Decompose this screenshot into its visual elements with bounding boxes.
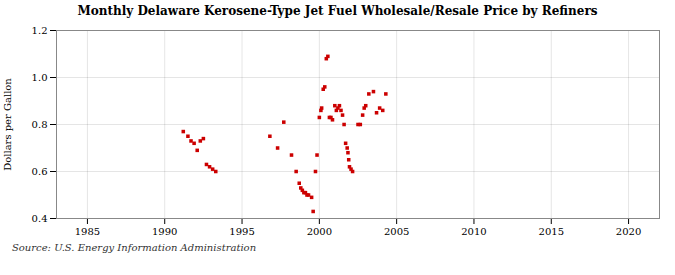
svg-text:Dollars per Gallon: Dollars per Gallon — [2, 78, 13, 171]
svg-text:1985: 1985 — [75, 226, 100, 237]
svg-text:0.8: 0.8 — [32, 119, 48, 130]
svg-text:2020: 2020 — [616, 226, 641, 237]
svg-text:2000: 2000 — [307, 226, 332, 237]
svg-text:0.6: 0.6 — [32, 166, 48, 177]
svg-text:1990: 1990 — [152, 226, 177, 237]
svg-text:2015: 2015 — [539, 226, 564, 237]
svg-text:2010: 2010 — [461, 226, 486, 237]
svg-text:1.2: 1.2 — [32, 25, 48, 36]
svg-text:1995: 1995 — [229, 226, 254, 237]
svg-text:2005: 2005 — [384, 226, 409, 237]
svg-text:1.0: 1.0 — [32, 72, 48, 83]
html-text:Source: U.S. Energy Informatio: Source: U.S. Energy Information Administ… — [12, 242, 257, 253]
svg-text:0.4: 0.4 — [32, 213, 48, 224]
html-text:Monthly Delaware Kerosene-Type: Monthly Delaware Kerosene-Type Jet Fuel … — [77, 4, 598, 18]
